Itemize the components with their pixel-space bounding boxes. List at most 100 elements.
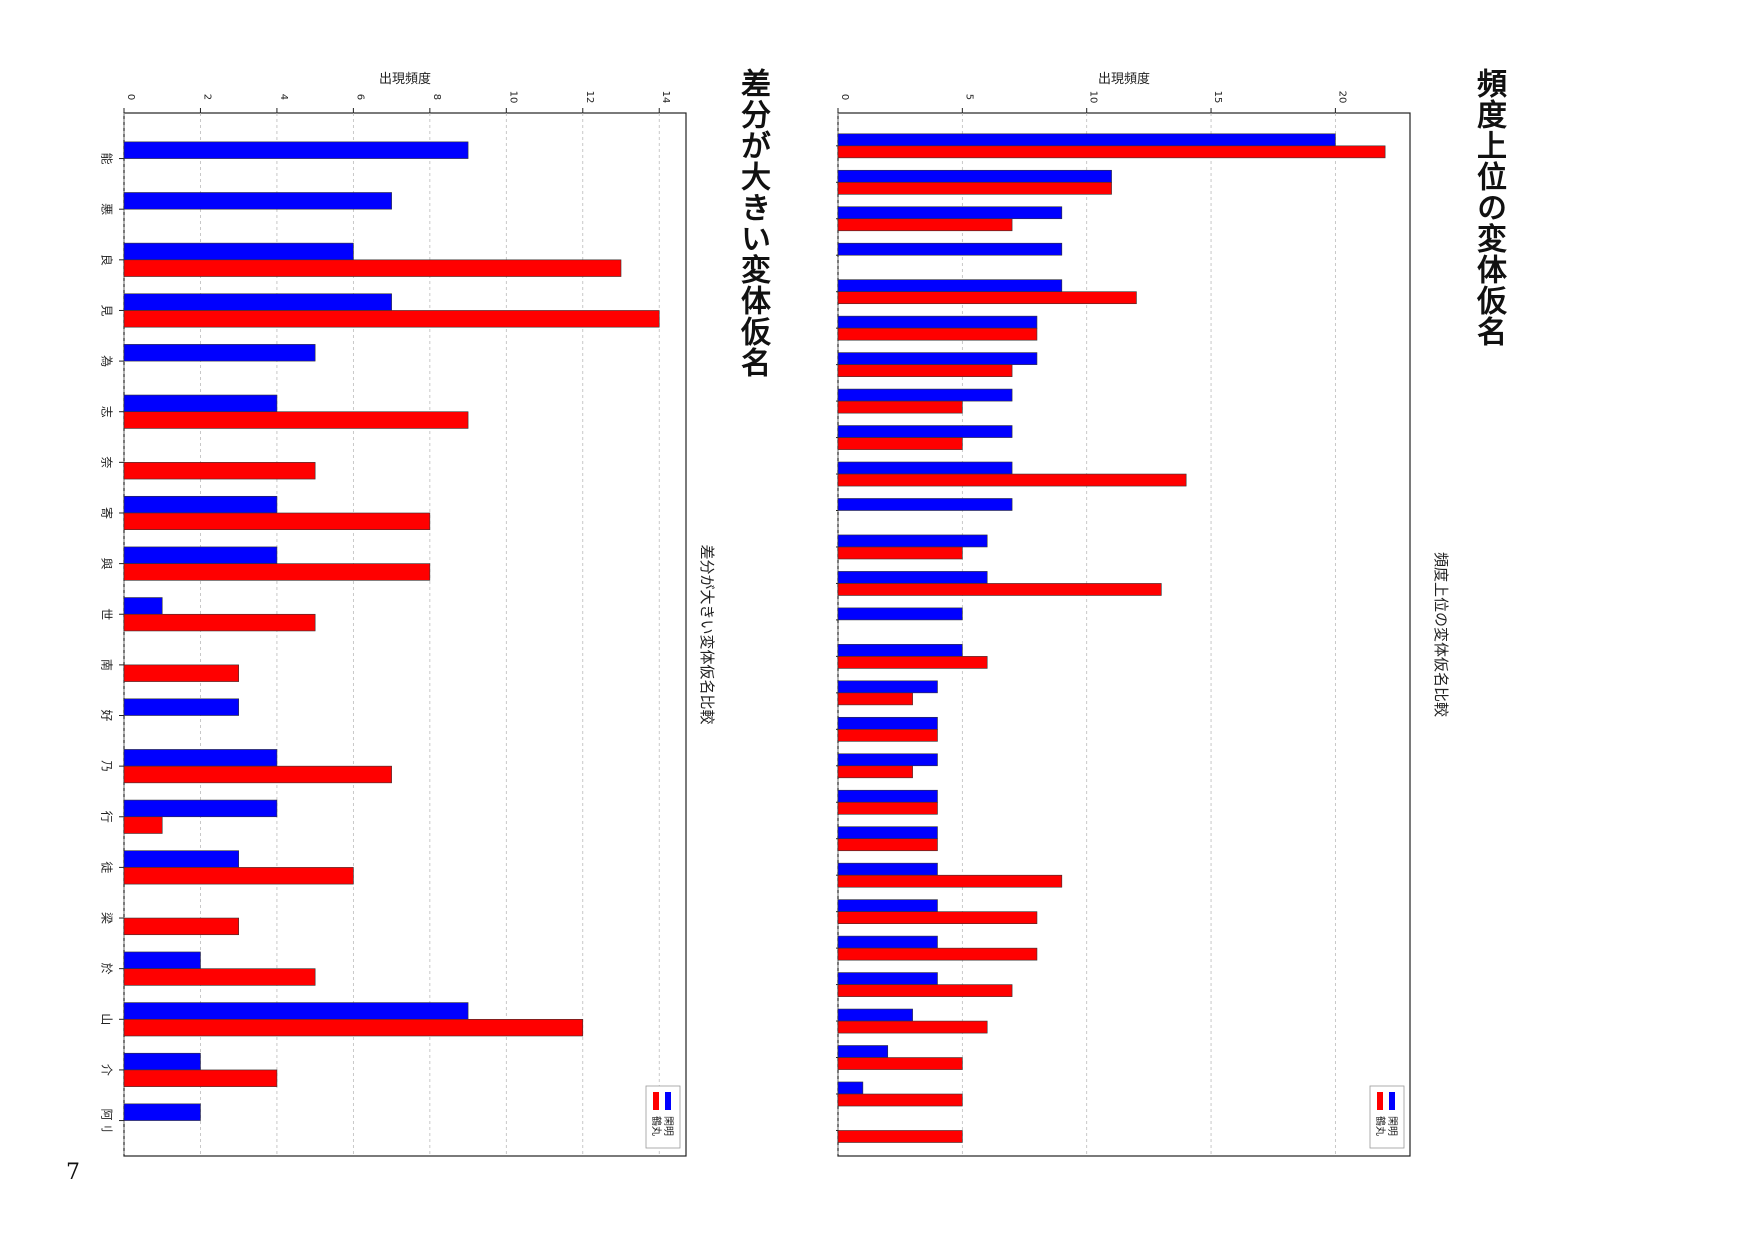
category-label: 徒 bbox=[100, 861, 114, 873]
category-label: 山 bbox=[100, 1013, 114, 1025]
bar-series-2 bbox=[123, 563, 431, 581]
x-axis-label: 出現頻度 bbox=[379, 71, 431, 87]
bar-series-2 bbox=[123, 816, 163, 834]
bar-series-2 bbox=[837, 765, 913, 779]
bar-series-2 bbox=[123, 1018, 584, 1037]
bar-series-2 bbox=[837, 546, 963, 560]
bar-series-1 bbox=[837, 425, 1013, 438]
x-axis-label: 出現頻度 bbox=[1098, 71, 1150, 87]
bar-series-2 bbox=[837, 801, 938, 815]
bar-series-2 bbox=[123, 310, 660, 328]
legend-swatch bbox=[665, 1092, 671, 1110]
category-label: 乃 bbox=[100, 760, 114, 772]
legend-swatch bbox=[1377, 1092, 1383, 1110]
x-tick-label: 8 bbox=[431, 94, 442, 100]
bar-series-1 bbox=[123, 951, 201, 969]
category-label: 於 bbox=[100, 963, 115, 975]
bar-series-1 bbox=[123, 394, 278, 413]
category-label: 梁 bbox=[100, 912, 115, 924]
bar-series-1 bbox=[123, 850, 239, 868]
chart-title: 差分が大きい変体仮名比較 bbox=[698, 544, 716, 724]
bar-series-1 bbox=[837, 716, 938, 730]
bar-series-2 bbox=[837, 984, 1013, 997]
legend-label: 閑明 bbox=[1386, 1116, 1398, 1136]
chart-title: 頻度上位の変体仮名比較 bbox=[1432, 552, 1450, 717]
category-label: 良 bbox=[100, 254, 115, 266]
bar-series-2 bbox=[123, 765, 392, 784]
bar-series-2 bbox=[123, 1069, 278, 1087]
bar-series-1 bbox=[123, 1052, 201, 1071]
bar-series-2 bbox=[837, 911, 1038, 924]
bar-series-2 bbox=[123, 968, 316, 986]
bar-series-2 bbox=[837, 437, 963, 450]
bar-series-2 bbox=[837, 327, 1038, 341]
chart-top-frequency: 05101520出現頻度頻度上位の変体仮名比較可所多能山於出爾尓見悪奈良幾為留者… bbox=[836, 71, 1450, 1157]
bar-series-2 bbox=[123, 867, 354, 885]
category-label: 志 bbox=[100, 406, 114, 418]
slide-title-top-frequency: 頻度上位の変体仮名 bbox=[1471, 68, 1506, 347]
bar-series-1 bbox=[123, 799, 278, 818]
x-tick-label: 10 bbox=[1088, 91, 1099, 104]
category-label: 介 bbox=[100, 1064, 114, 1076]
bar-series-1 bbox=[837, 1008, 913, 1022]
bar-series-1 bbox=[837, 133, 1336, 147]
category-label: 悪 bbox=[100, 203, 114, 215]
bar-series-1 bbox=[123, 698, 239, 716]
bar-series-1 bbox=[837, 935, 938, 949]
bar-series-2 bbox=[837, 947, 1038, 961]
bar-series-1 bbox=[123, 1103, 201, 1121]
x-tick-label: 14 bbox=[660, 91, 671, 104]
bar-series-1 bbox=[123, 495, 278, 514]
chart-panel-large-diff: 差分が大きい変体仮名 0 2 4 6 8 10 12 14 出現頻度 差分が大きい変体仮名比較 能悪… bbox=[90, 20, 835, 1220]
bar-series-2 bbox=[123, 462, 316, 480]
category-label: 好 bbox=[100, 710, 114, 722]
legend bbox=[645, 1085, 681, 1149]
bar-series-1 bbox=[123, 344, 316, 362]
bar-series-1 bbox=[837, 279, 1063, 292]
bar-series-2 bbox=[837, 583, 1162, 596]
slide-title-large-diff: 差分が大きい変体仮名 bbox=[735, 68, 770, 378]
bar-series-1 bbox=[123, 1002, 469, 1020]
bar-series-1 bbox=[837, 498, 1013, 511]
bar-series-2 bbox=[837, 291, 1137, 305]
legend-label: 閑明 bbox=[662, 1116, 674, 1136]
bar-series-2 bbox=[837, 145, 1386, 159]
x-tick-label: 12 bbox=[584, 91, 595, 104]
x-tick-label: 15 bbox=[1212, 91, 1223, 104]
category-label: 奈 bbox=[100, 456, 114, 468]
bar-series-2 bbox=[123, 411, 469, 429]
x-tick-label: 2 bbox=[201, 94, 212, 100]
bar-series-1 bbox=[837, 315, 1038, 329]
bar-series-1 bbox=[123, 192, 392, 210]
bar-series-2 bbox=[837, 181, 1112, 195]
category-label: 阿刂 bbox=[100, 1109, 114, 1133]
bar-series-1 bbox=[837, 534, 988, 548]
bar-series-2 bbox=[837, 400, 963, 414]
bar-series-2 bbox=[837, 1130, 963, 1143]
category-label: 寄 bbox=[100, 507, 115, 519]
category-label: 世 bbox=[100, 608, 114, 620]
legend-swatch bbox=[1389, 1092, 1395, 1110]
bar-series-1 bbox=[837, 899, 938, 912]
bar-series-1 bbox=[837, 862, 938, 876]
bar-series-1 bbox=[837, 789, 938, 803]
bar-series-2 bbox=[837, 1093, 963, 1107]
bar-series-1 bbox=[837, 680, 938, 694]
bar-series-1 bbox=[837, 1045, 889, 1058]
bar-series-2 bbox=[123, 613, 316, 632]
x-tick-label: 0 bbox=[839, 94, 850, 100]
bar-series-1 bbox=[837, 826, 938, 840]
category-label: 為 bbox=[100, 355, 114, 367]
category-label: 與 bbox=[100, 558, 114, 570]
bar-series-2 bbox=[837, 364, 1013, 377]
bar-series-2 bbox=[123, 917, 239, 936]
x-tick-label: 5 bbox=[963, 94, 974, 100]
bar-series-2 bbox=[837, 473, 1187, 487]
bar-series-2 bbox=[123, 664, 239, 682]
bar-series-1 bbox=[837, 644, 963, 657]
bar-series-2 bbox=[837, 656, 988, 669]
bar-series-1 bbox=[123, 293, 392, 311]
page-number: 7 bbox=[66, 1160, 80, 1185]
bar-series-2 bbox=[123, 512, 431, 530]
